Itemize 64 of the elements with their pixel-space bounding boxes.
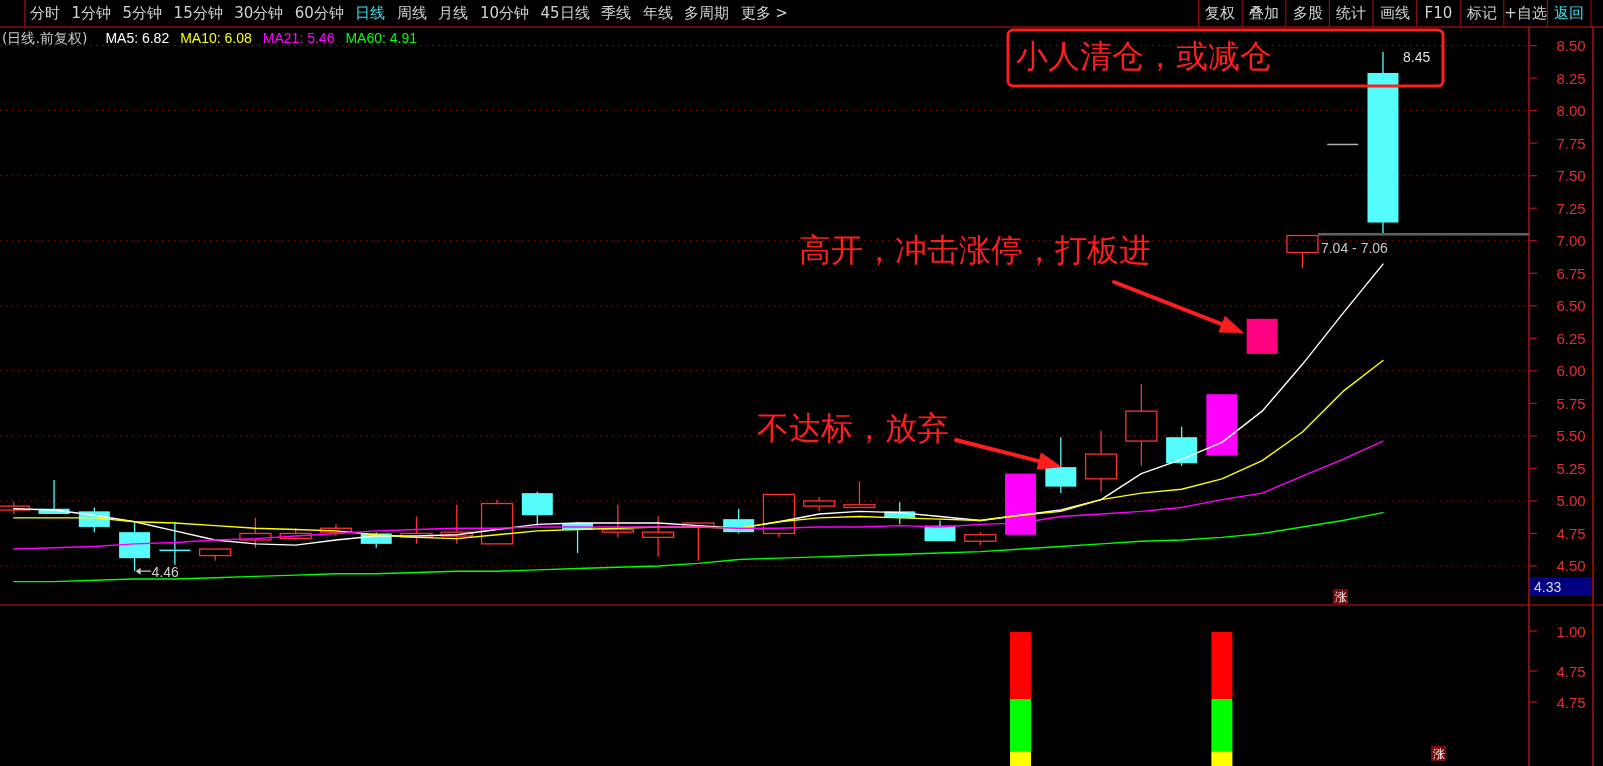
y-tick-label: 6.25 — [1556, 329, 1586, 347]
y-tick-label: 4.50 — [1556, 557, 1586, 575]
line-series — [13, 511, 1384, 583]
annotation: 小人清仓，或减仓 — [1016, 37, 1272, 75]
category-label: 叠加 — [1249, 4, 1279, 22]
y-tick-label: 6.00 — [1556, 362, 1586, 380]
category-label: 15分钟 — [173, 4, 223, 22]
category-label: 更多 > — [740, 4, 788, 22]
category-label: 分时 — [30, 4, 60, 22]
candlestick — [1326, 143, 1359, 146]
candlestick — [1125, 383, 1158, 467]
category-label: 日线 — [355, 4, 386, 22]
candlestick — [641, 515, 675, 558]
category-label: +自选 — [1504, 4, 1547, 22]
candlestick — [762, 493, 796, 538]
category-label: 标记 — [1466, 4, 1497, 22]
candlestick — [601, 504, 634, 538]
y-tick-label: 6.75 — [1556, 264, 1586, 282]
annotation: 涨 — [1334, 589, 1347, 604]
y-tick-label: 5.00 — [1556, 492, 1586, 510]
annotation: 4.46 — [151, 564, 180, 581]
candlestick — [158, 521, 192, 566]
category-label: 多周期 — [684, 4, 730, 22]
y-tick-label: 4.75 — [1556, 524, 1586, 542]
candlestick — [843, 480, 876, 509]
line-series — [13, 359, 1384, 540]
annotation: 不达标，放弃 — [757, 409, 949, 447]
candlestick — [480, 498, 514, 545]
y-tick-label: 7.00 — [1556, 232, 1586, 250]
y-tick-label: 8.50 — [1556, 37, 1586, 55]
annotation: 8.45 — [1402, 49, 1431, 66]
category-label: 1分钟 — [71, 4, 112, 22]
text: 4.33 — [1534, 578, 1562, 595]
y-tick-label: 5.75 — [1556, 394, 1586, 412]
y-tick-label: 8.25 — [1556, 69, 1586, 87]
y-tick-label: 7.50 — [1556, 167, 1586, 185]
category-label: 45日线 — [540, 4, 590, 22]
y-tick-label: 6.50 — [1556, 297, 1586, 315]
legend: MA5: 6.82 MA10: 6.08 MA21: 5.46 MA60: 4.91 — [105, 30, 418, 46]
category-label: 季线 — [601, 4, 632, 22]
y-tick-label: 5.50 — [1556, 427, 1586, 445]
category-label: 5分钟 — [122, 4, 163, 22]
category-label: 30分钟 — [234, 4, 284, 22]
y-tick-label: 7.25 — [1556, 199, 1586, 217]
category-label: 统计 — [1336, 4, 1367, 22]
y-tick-label: 5.25 — [1556, 459, 1586, 477]
chart-title: (日线.前复权) — [2, 30, 88, 46]
band-label: 7.04 - 7.06 — [1320, 239, 1389, 256]
category-label: 60分钟 — [294, 4, 344, 22]
candlestick — [1084, 430, 1118, 493]
category-label: 年线 — [642, 4, 673, 22]
category-label: 月线 — [438, 4, 469, 22]
y-tick-label: 7.75 — [1556, 134, 1586, 152]
annotation: 高开，冲击涨停，打板进 — [799, 231, 1151, 269]
text: 1.00 — [1556, 622, 1586, 640]
category-label: 多股 — [1292, 4, 1323, 22]
category-label: 画线 — [1379, 4, 1410, 22]
category-label: 周线 — [396, 4, 427, 22]
category-label: 10分钟 — [479, 4, 529, 22]
text: 涨 — [1432, 746, 1445, 761]
category-label: 复权 — [1205, 4, 1236, 22]
y-tick-label: 8.00 — [1556, 102, 1586, 120]
category-label: F10 — [1424, 4, 1453, 22]
category-label: 返回 — [1554, 4, 1585, 22]
